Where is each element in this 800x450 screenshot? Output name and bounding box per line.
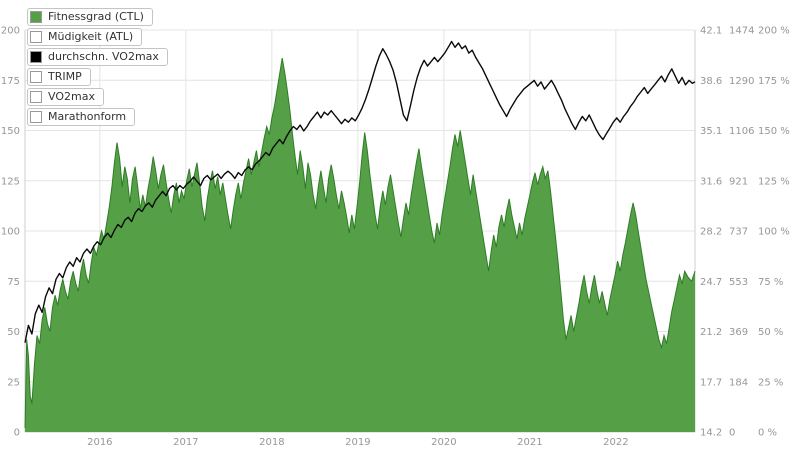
y-axis-left-tick: 0 (14, 428, 20, 439)
y-axis-vo2max-tick: 24.7 (700, 277, 722, 288)
legend-item-label: Marathonform (48, 110, 127, 123)
y-axis-trimp-tick: 921 (729, 176, 748, 187)
y-axis-percent-tick: 175 % (758, 76, 790, 87)
y-axis-vo2max-tick: 28.2 (700, 227, 722, 238)
y-axis-percent-tick: 150 % (758, 126, 790, 137)
legend-color-swatch-icon (30, 51, 42, 63)
y-axis-vo2max-tick: 31.6 (700, 176, 722, 187)
y-axis-vo2max-tick: 17.7 (700, 377, 722, 388)
legend-item-trimp[interactable]: TRIMP (27, 68, 91, 86)
axis-labels: 0 25 50 75 100 125 150 175 200 14.2 17.7 21.2 24.7 28… (1, 26, 790, 449)
x-axis-year-tick: 2022 (603, 437, 628, 448)
y-axis-left-tick: 200 (1, 26, 20, 37)
legend-item-marathonform[interactable]: Marathonform (27, 108, 136, 126)
legend-color-swatch-icon (30, 111, 42, 123)
y-axis-vo2max-tick: 35.1 (700, 126, 722, 137)
y-axis-trimp-tick: 369 (729, 327, 748, 338)
y-axis-percent-tick: 50 % (758, 327, 783, 338)
x-axis-year-tick: 2018 (259, 437, 284, 448)
y-axis-percent-tick: 125 % (758, 176, 790, 187)
x-axis-year-tick: 2020 (431, 437, 456, 448)
y-axis-left-tick: 175 (1, 76, 20, 87)
y-axis-left-tick: 125 (1, 176, 20, 187)
y-axis-vo2max-tick: 21.2 (700, 327, 722, 338)
y-axis-percent-tick: 0 % (758, 428, 777, 439)
y-axis-left-tick: 100 (1, 227, 20, 238)
legend-item-muedigkeit-atl[interactable]: Müdigkeit (ATL) (27, 28, 143, 46)
y-axis-percent-tick: 200 % (758, 26, 790, 37)
y-axis-trimp-tick: 737 (729, 227, 748, 238)
chart-legend: Fitnessgrad (CTL) Müdigkeit (ATL) durchsch… (27, 8, 168, 126)
y-axis-vo2max-tick: 42.1 (700, 26, 722, 37)
legend-item-label: durchschn. VO2max (48, 50, 159, 63)
y-axis-left-tick: 25 (7, 377, 20, 388)
y-axis-percent-tick: 100 % (758, 227, 790, 238)
y-axis-trimp-tick: 553 (729, 277, 748, 288)
legend-item-label: VO2max (48, 90, 95, 103)
legend-item-fitnessgrad-ctl[interactable]: Fitnessgrad (CTL) (27, 8, 153, 26)
y-axis-left-tick: 75 (7, 277, 20, 288)
vo2max-line (24, 40, 696, 343)
y-axis-trimp-tick: 184 (729, 377, 748, 388)
legend-item-vo2max[interactable]: VO2max (27, 88, 104, 106)
y-axis-trimp-tick: 1474 (729, 26, 754, 37)
x-axis-year-tick: 2019 (345, 437, 370, 448)
legend-color-swatch-icon (30, 71, 42, 83)
y-axis-percent-tick: 25 % (758, 377, 783, 388)
y-axis-percent-tick: 75 % (758, 277, 783, 288)
legend-color-swatch-icon (30, 91, 42, 103)
legend-item-label: Müdigkeit (ATL) (48, 30, 134, 43)
ctl-area-edge (24, 58, 696, 429)
legend-color-swatch-icon (30, 31, 42, 43)
x-axis-year-tick: 2017 (173, 437, 198, 448)
legend-item-label: TRIMP (48, 70, 82, 83)
y-axis-left-tick: 50 (7, 327, 20, 338)
legend-item-durchschn-vo2max[interactable]: durchschn. VO2max (27, 48, 168, 66)
y-axis-trimp-tick: 1106 (729, 126, 754, 137)
y-axis-vo2max-tick: 14.2 (700, 428, 722, 439)
x-axis-year-tick: 2016 (87, 437, 112, 448)
legend-color-swatch-icon (30, 11, 42, 23)
y-axis-trimp-tick: 0 (729, 428, 735, 439)
legend-item-label: Fitnessgrad (CTL) (48, 10, 144, 23)
y-axis-trimp-tick: 1290 (729, 76, 754, 87)
x-axis-year-tick: 2021 (517, 437, 542, 448)
ctl-area (25, 58, 695, 432)
y-axis-vo2max-tick: 38.6 (700, 76, 722, 87)
y-axis-left-tick: 150 (1, 126, 20, 137)
